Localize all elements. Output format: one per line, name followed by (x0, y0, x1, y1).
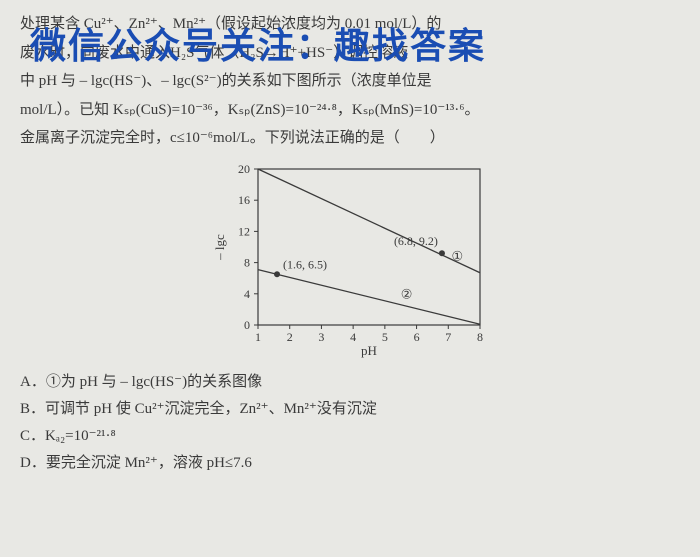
option-c: C．Kₐ₂=10⁻²¹·⁸ (20, 423, 680, 450)
svg-text:8: 8 (477, 330, 483, 344)
option-b: B．可调节 pH 使 Cu²⁺沉淀完全，Zn²⁺、Mn²⁺没有沉淀 (20, 396, 680, 423)
svg-text:pH: pH (361, 343, 377, 358)
svg-text:(1.6, 6.5): (1.6, 6.5) (283, 257, 327, 271)
svg-text:– lgc: – lgc (212, 233, 227, 260)
problem-line-5: 金属离子沉淀完全时，c≤10⁻⁶mol/L。下列说法正确的是（ ） (20, 124, 680, 153)
problem-line-4: mol/L）。已知 Kₛₚ(CuS)=10⁻³⁶，Kₛₚ(ZnS)=10⁻²⁴·… (20, 96, 680, 125)
svg-text:3: 3 (318, 330, 324, 344)
svg-text:4: 4 (244, 286, 250, 300)
svg-text:20: 20 (238, 162, 250, 176)
svg-text:6: 6 (414, 330, 420, 344)
answer-options: A．①为 pH 与 – lgc(HS⁻)的关系图像 B．可调节 pH 使 Cu²… (20, 369, 680, 477)
svg-text:16: 16 (238, 193, 250, 207)
svg-text:①: ① (451, 248, 463, 263)
svg-text:②: ② (401, 286, 413, 301)
svg-text:4: 4 (350, 330, 356, 344)
svg-text:7: 7 (445, 330, 451, 344)
svg-text:2: 2 (287, 330, 293, 344)
svg-text:12: 12 (238, 224, 250, 238)
svg-text:0: 0 (244, 318, 250, 332)
svg-text:5: 5 (382, 330, 388, 344)
relation-chart: 12345678048121620pH– lgc①②(1.6, 6.5)(6.8… (210, 159, 490, 359)
watermark-text: 微信公众号关注：趣找答案 (30, 12, 486, 80)
svg-text:(6.8, 9.2): (6.8, 9.2) (394, 234, 438, 248)
option-a: A．①为 pH 与 – lgc(HS⁻)的关系图像 (20, 369, 680, 396)
svg-text:1: 1 (255, 330, 261, 344)
svg-text:8: 8 (244, 255, 250, 269)
option-d: D．要完全沉淀 Mn²⁺，溶液 pH≤7.6 (20, 450, 680, 477)
